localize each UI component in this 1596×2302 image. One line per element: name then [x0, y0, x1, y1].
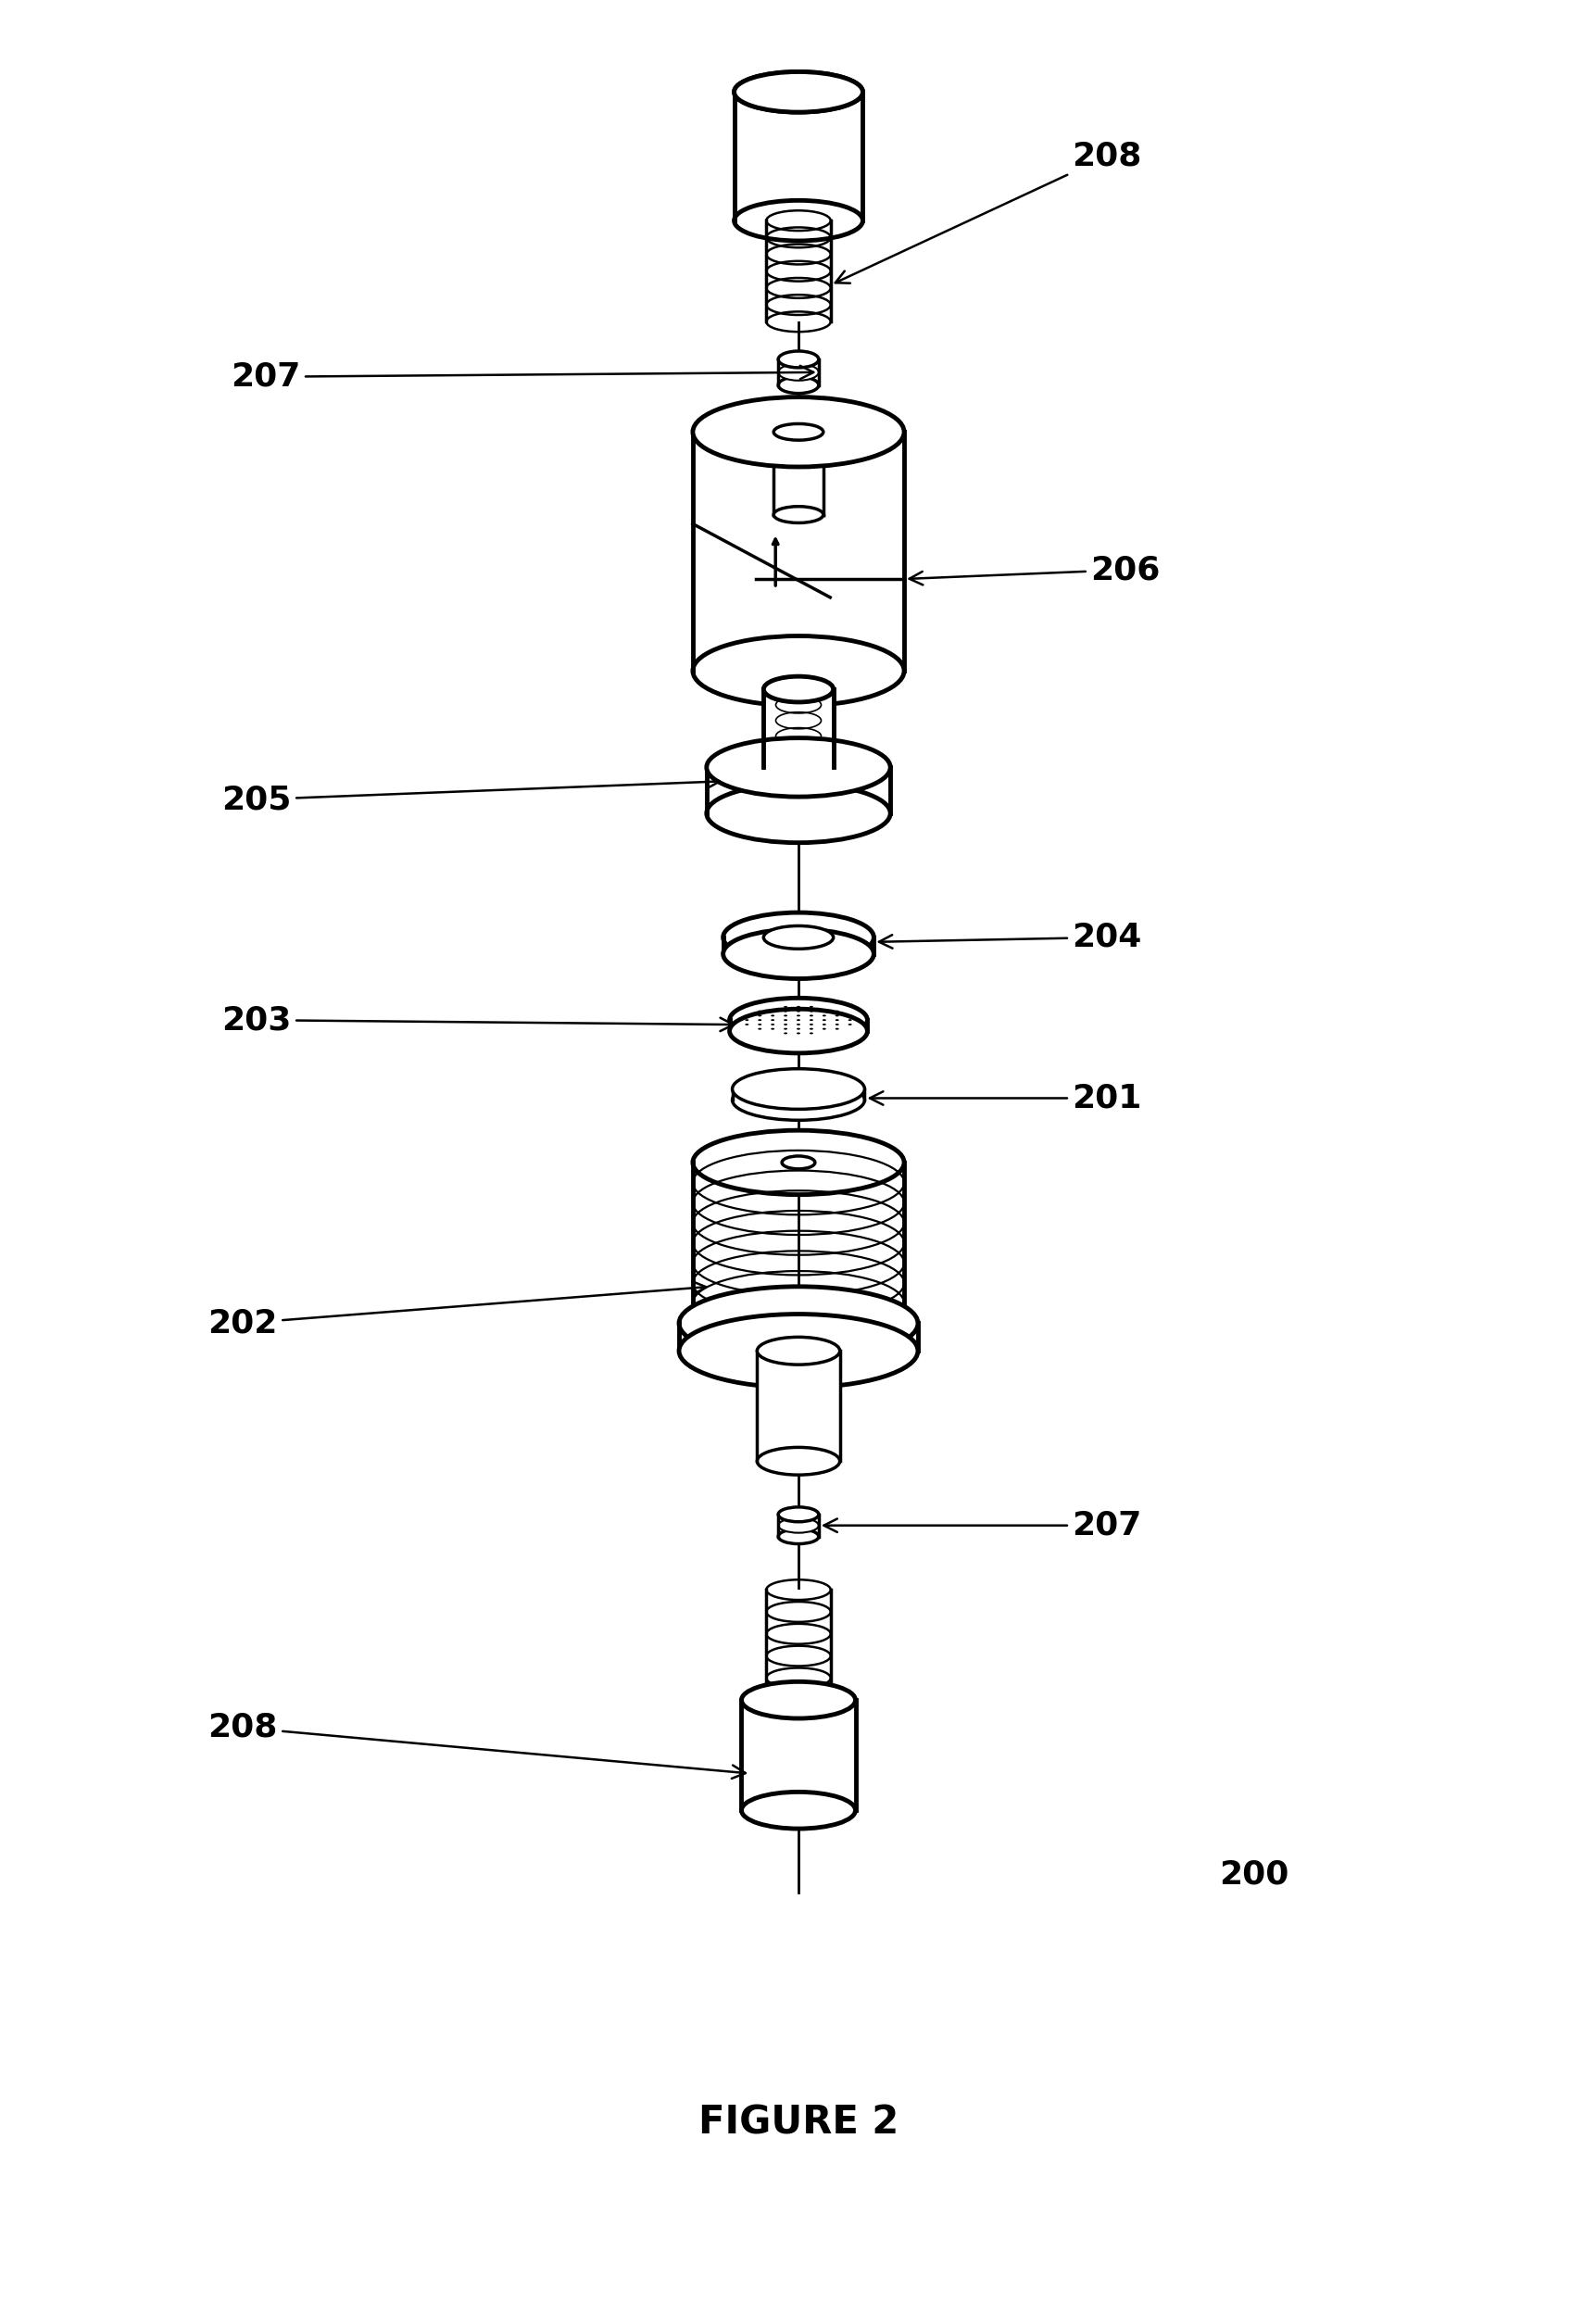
Polygon shape	[741, 1701, 855, 1809]
Text: 208: 208	[207, 1713, 745, 1779]
Ellipse shape	[741, 1791, 855, 1828]
Ellipse shape	[693, 635, 903, 707]
Ellipse shape	[733, 1080, 863, 1121]
Ellipse shape	[729, 1008, 867, 1052]
Ellipse shape	[777, 1529, 819, 1545]
Polygon shape	[763, 688, 833, 767]
Ellipse shape	[772, 506, 824, 523]
Polygon shape	[766, 221, 830, 322]
Polygon shape	[777, 359, 819, 384]
Ellipse shape	[777, 364, 819, 380]
Ellipse shape	[678, 1287, 918, 1360]
Ellipse shape	[734, 71, 862, 113]
Ellipse shape	[678, 1314, 918, 1388]
Ellipse shape	[734, 200, 862, 242]
Text: 203: 203	[222, 1004, 733, 1036]
Ellipse shape	[693, 1130, 903, 1195]
Ellipse shape	[723, 930, 873, 978]
Ellipse shape	[777, 1517, 819, 1533]
Polygon shape	[705, 767, 891, 813]
Text: 207: 207	[230, 361, 812, 394]
Ellipse shape	[764, 81, 832, 104]
Polygon shape	[693, 433, 903, 670]
Text: 206: 206	[908, 555, 1160, 585]
Ellipse shape	[741, 1683, 855, 1717]
Polygon shape	[777, 1515, 819, 1535]
Ellipse shape	[733, 1068, 863, 1110]
Ellipse shape	[723, 912, 873, 962]
Ellipse shape	[757, 1448, 839, 1476]
Polygon shape	[766, 1591, 830, 1701]
Ellipse shape	[763, 755, 833, 780]
Polygon shape	[734, 92, 862, 221]
Ellipse shape	[705, 785, 891, 843]
Text: 205: 205	[222, 776, 720, 815]
Text: FIGURE 2: FIGURE 2	[697, 2104, 899, 2143]
Text: 202: 202	[207, 1282, 705, 1340]
Ellipse shape	[772, 424, 824, 440]
Ellipse shape	[734, 71, 862, 113]
Polygon shape	[757, 1351, 839, 1462]
Ellipse shape	[757, 1337, 839, 1365]
Text: 201: 201	[870, 1082, 1141, 1114]
Ellipse shape	[777, 1508, 819, 1522]
Text: 200: 200	[1219, 1860, 1288, 1890]
Text: 208: 208	[835, 140, 1141, 283]
Ellipse shape	[782, 1156, 814, 1169]
Ellipse shape	[729, 999, 867, 1043]
Ellipse shape	[777, 378, 819, 394]
Ellipse shape	[777, 352, 819, 368]
Polygon shape	[733, 1089, 863, 1100]
Text: 207: 207	[824, 1510, 1141, 1542]
Ellipse shape	[705, 739, 891, 796]
Ellipse shape	[763, 677, 833, 702]
Ellipse shape	[693, 396, 903, 467]
Ellipse shape	[763, 925, 833, 948]
Text: 204: 204	[878, 921, 1141, 953]
